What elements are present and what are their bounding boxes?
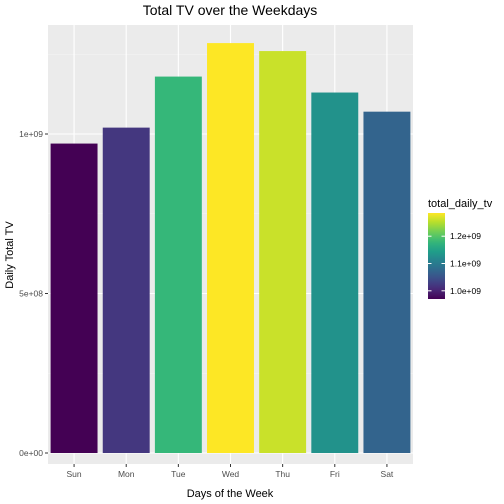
legend-colorbar	[428, 213, 445, 299]
y-axis: 0e+00 5e+08 1e+09	[19, 129, 48, 458]
x-tick-label: Sat	[381, 469, 394, 479]
x-tick-label: Fri	[330, 469, 340, 479]
y-tick-label: 1e+09	[19, 129, 43, 139]
x-tick-label: Sun	[67, 469, 82, 479]
chart-title: Total TV over the Weekdays	[143, 2, 318, 18]
legend-ticks: 1.0e+09 1.1e+09 1.2e+09	[428, 231, 481, 296]
legend-tick-label: 1.2e+09	[450, 231, 481, 241]
y-axis-label: Daily Total TV	[4, 221, 16, 289]
x-axis: Sun Mon Tue Wed Thu Fri Sat	[67, 464, 394, 479]
x-tick-label: Mon	[118, 469, 135, 479]
x-tick-label: Wed	[222, 469, 240, 479]
bar-wed	[207, 43, 254, 454]
color-legend: total_daily_tv 1.0e+09 1.1e+09 1.2e+09	[428, 198, 493, 299]
bars	[50, 43, 411, 454]
legend-title: total_daily_tv	[428, 198, 493, 210]
legend-tick-label: 1.1e+09	[450, 259, 481, 269]
bar-tue	[154, 76, 202, 453]
bar-thu	[259, 51, 307, 454]
bar-sun	[50, 143, 98, 453]
x-axis-label: Days of the Week	[187, 488, 274, 500]
bar-mon	[102, 127, 150, 454]
x-tick-label: Tue	[171, 469, 186, 479]
bar-fri	[311, 92, 359, 453]
y-tick-label: 0e+00	[19, 448, 43, 458]
x-tick-label: Thu	[275, 469, 290, 479]
bar-sat	[363, 111, 411, 454]
y-tick-label: 5e+08	[19, 289, 43, 299]
legend-tick-label: 1.0e+09	[450, 286, 481, 296]
